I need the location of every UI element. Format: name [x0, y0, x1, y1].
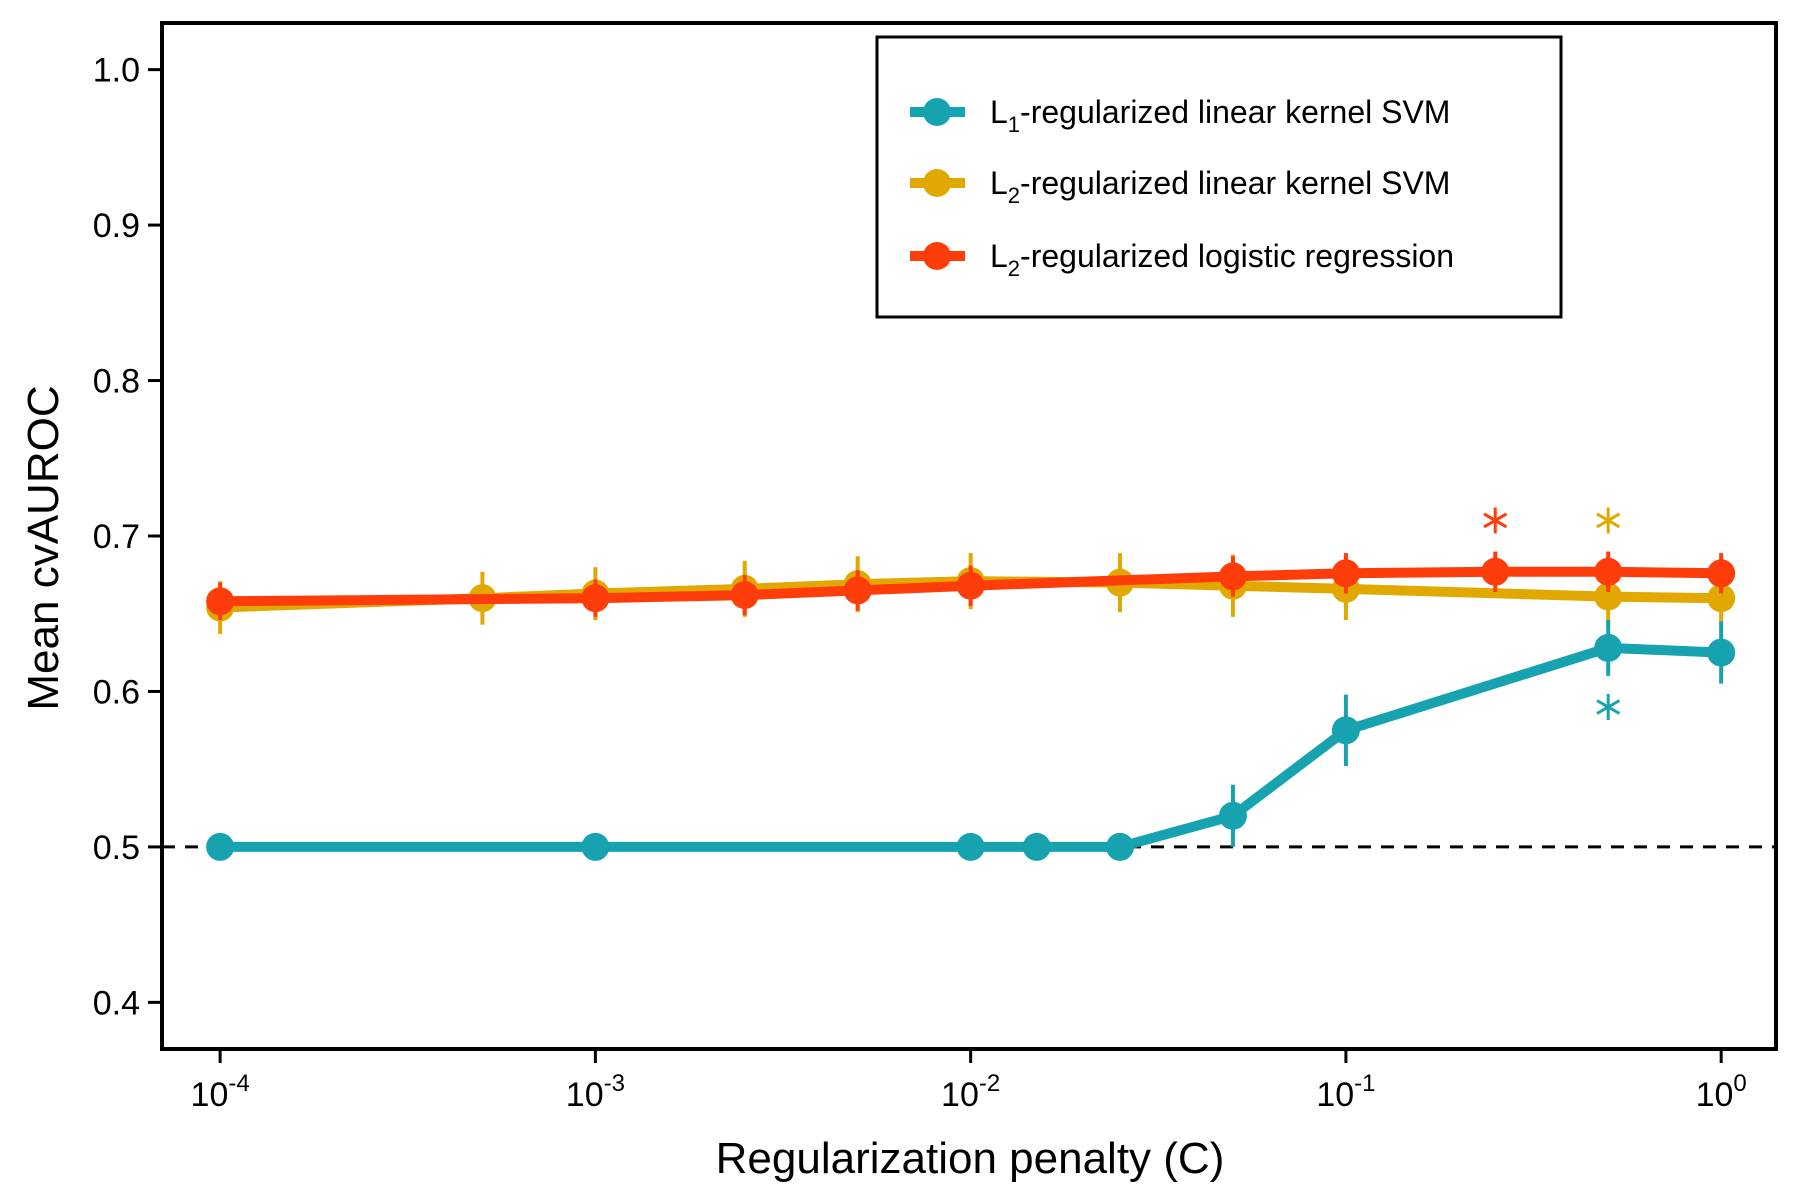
- data-point: [206, 832, 235, 861]
- legend-label: L2-regularized linear kernel SVM: [990, 165, 1450, 208]
- legend-item-l2lr: L2-regularized logistic regression: [910, 238, 1454, 281]
- data-point: [1707, 559, 1736, 588]
- legend-item-l1svm: L1-regularized linear kernel SVM: [910, 94, 1450, 137]
- y-tick-label: 0.9: [93, 207, 140, 245]
- best-marker: [1596, 507, 1621, 534]
- legend-swatch-marker: [923, 169, 951, 197]
- data-point: [1594, 633, 1623, 662]
- axes-layer: 0.4 0.5 0.6 0.7 0.8 0.9 1.0 10-4 10-3 10-2 10-1 100: [93, 21, 1778, 1114]
- data-point: [1331, 716, 1360, 745]
- legend: L1-regularized linear kernel SVM L2-regul…: [875, 35, 1563, 319]
- best-marker: [1596, 694, 1621, 720]
- x-tick-label: 10-3: [566, 1070, 625, 1114]
- series-line: [215, 642, 1727, 852]
- best-marker-stroke: [1596, 699, 1621, 715]
- y-axis-title: Mean cvAUROC: [19, 385, 68, 710]
- data-point: [1481, 557, 1510, 586]
- x-tick-label: 10-2: [941, 1070, 1000, 1114]
- legend-label: L2-regularized logistic regression: [990, 238, 1454, 281]
- data-point: [956, 832, 985, 861]
- x-axis-title: Regularization penalty (C): [716, 1134, 1225, 1183]
- x-tick-label: 10-4: [191, 1070, 250, 1114]
- legend-swatch-marker: [923, 98, 951, 126]
- data-point: [581, 832, 610, 861]
- best-marker: [1483, 507, 1508, 534]
- data-point: [1218, 801, 1247, 830]
- series-line: [215, 566, 1727, 607]
- data-point: [1218, 562, 1247, 591]
- data-point: [1022, 832, 1051, 861]
- data-point: [206, 587, 235, 616]
- best-marker-stroke: [1596, 512, 1621, 529]
- data-point: [843, 576, 872, 605]
- y-tick-label: 0.4: [93, 984, 140, 1022]
- data-point: [730, 581, 759, 610]
- legend-swatch-marker: [923, 242, 951, 270]
- data-point: [1331, 559, 1360, 588]
- data-point: [1707, 638, 1736, 667]
- data-point: [956, 571, 985, 600]
- data-point: [1707, 584, 1736, 613]
- legend-label: L1-regularized linear kernel SVM: [990, 94, 1450, 137]
- data-point: [581, 584, 610, 613]
- y-tick-label: 0.6: [93, 673, 140, 711]
- y-tick-label: 0.7: [93, 518, 140, 556]
- legend-frame: [875, 35, 1563, 319]
- series-layer: [206, 507, 1736, 861]
- y-tick-label: 1.0: [93, 52, 140, 90]
- y-tick-label: 0.8: [93, 363, 140, 401]
- series-l1svm: [206, 619, 1736, 861]
- x-tick-label: 10-1: [1316, 1070, 1375, 1114]
- best-marker-stroke: [1483, 512, 1508, 529]
- x-tick-label: 100: [1696, 1070, 1747, 1114]
- y-tick-label: 0.5: [93, 829, 140, 867]
- data-point: [1594, 582, 1623, 611]
- data-point: [1594, 557, 1623, 586]
- data-point: [1105, 832, 1134, 861]
- series-l2lr: [206, 507, 1736, 620]
- legend-item-l2svm: L2-regularized linear kernel SVM: [910, 165, 1450, 208]
